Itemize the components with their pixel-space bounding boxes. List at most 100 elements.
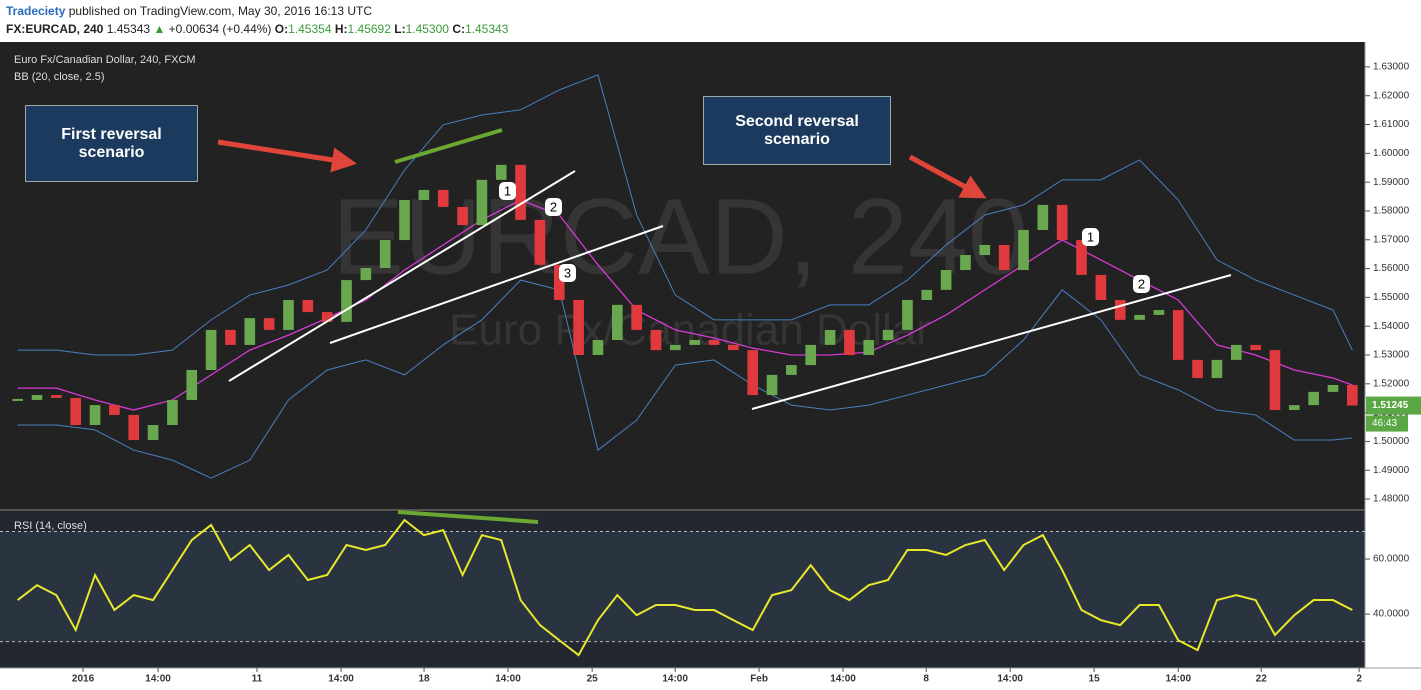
candle <box>31 395 43 400</box>
header: Tradeciety published on TradingView.com,… <box>6 2 508 38</box>
candle <box>147 425 159 440</box>
drawings <box>217 128 1232 524</box>
x-tick-label: 11 <box>252 674 263 685</box>
candle <box>1308 391 1319 406</box>
candle <box>437 189 449 207</box>
countdown-bg <box>1366 415 1408 432</box>
candle <box>650 329 662 351</box>
ohlc-label: H: <box>334 22 348 36</box>
y-tick-label: 1.60000 <box>1373 148 1410 159</box>
x-tick-label: 14:00 <box>830 674 856 685</box>
annotation-box: First reversal scenario <box>25 105 198 182</box>
x-tick-label: 18 <box>419 674 431 685</box>
candle <box>515 164 526 220</box>
publisher[interactable]: Tradeciety <box>6 4 66 18</box>
candle <box>863 340 875 355</box>
y-tick-label: 1.62000 <box>1373 90 1410 101</box>
candle <box>128 414 140 440</box>
price-tag <box>1366 396 1421 415</box>
marker: 2 <box>1138 276 1145 291</box>
candle <box>341 280 352 322</box>
y-tick-label: 1.49000 <box>1373 465 1410 476</box>
candle <box>670 344 681 351</box>
ohlc-label: L: <box>394 22 406 36</box>
candle <box>89 405 101 426</box>
candle <box>573 299 584 355</box>
candle <box>1347 384 1358 406</box>
candle <box>283 299 294 330</box>
candle <box>805 344 817 366</box>
candle <box>1327 384 1339 392</box>
candle <box>728 344 739 351</box>
x-tick-label: 22 <box>1256 674 1268 685</box>
marker-bg <box>1082 228 1099 246</box>
last: 1.45343 <box>106 22 151 36</box>
candle <box>1230 344 1242 360</box>
x-tick-label: 25 <box>587 674 599 685</box>
y-tick-label: 1.59000 <box>1373 177 1410 188</box>
rsi-band <box>0 531 1365 642</box>
trend-line <box>329 225 664 344</box>
trend-line <box>751 274 1232 410</box>
y-tick-label: 1.55000 <box>1373 292 1410 303</box>
candle <box>1288 405 1300 411</box>
header-line: FX:EURCAD, 240 1.45343 ▲ +0.00634 (+0.44… <box>6 20 508 38</box>
x-tick-label: 14:00 <box>662 674 688 685</box>
candle <box>225 329 236 345</box>
candle <box>1269 350 1281 411</box>
rsi-title: RSI (14, close) <box>14 520 87 532</box>
price-tag-label: 1.51245 <box>1372 400 1409 411</box>
ohlc-label: C: <box>452 22 465 36</box>
divergence-line <box>394 128 503 164</box>
candle <box>592 340 604 355</box>
x-tick-label: 14:00 <box>495 674 521 685</box>
published: published on TradingView.com, May 30, 20… <box>68 4 373 18</box>
x-tick-label: 2016 <box>72 674 95 685</box>
candle <box>882 329 894 341</box>
y-tick-label: 1.53000 <box>1373 350 1410 361</box>
marker: 3 <box>564 265 571 280</box>
y-tick-label: 1.58000 <box>1373 206 1410 217</box>
rsi-line <box>17 518 1353 657</box>
y-tick-label: 1.63000 <box>1373 62 1410 73</box>
x-tick-label: 14:00 <box>997 674 1023 685</box>
candle <box>205 329 217 370</box>
candle <box>1192 359 1203 379</box>
pane-title: Euro Fx/Canadian Dollar, 240, FXCM <box>14 54 196 66</box>
candle <box>1095 274 1107 300</box>
candle <box>1037 204 1049 230</box>
y-tick-label: 1.48000 <box>1373 494 1410 505</box>
candle <box>766 374 778 396</box>
candle <box>186 369 198 400</box>
marker: 2 <box>550 199 557 214</box>
y-tick-label: 40.0000 <box>1373 609 1410 620</box>
countdown: 46:43 <box>1372 418 1397 429</box>
candle <box>940 270 952 290</box>
candle <box>979 244 991 256</box>
change: +0.00634 (+0.44%) <box>168 22 272 36</box>
x-tick-label: 8 <box>923 674 929 685</box>
candle <box>844 329 855 355</box>
candle <box>1172 310 1184 360</box>
up-arrow: ▲ <box>153 22 166 36</box>
watermark: EURCAD, 240 <box>332 176 1028 297</box>
candle <box>418 189 430 200</box>
band-upper <box>17 74 1353 356</box>
candle <box>244 318 256 345</box>
data-layer <box>0 74 1365 657</box>
x-tick-label: 14:00 <box>1165 674 1191 685</box>
marker: 1 <box>1087 229 1094 244</box>
candle <box>51 395 62 398</box>
y-tick-label: 1.57000 <box>1373 234 1410 245</box>
candle <box>747 350 759 396</box>
y-tick-label: 1.61000 <box>1373 119 1410 130</box>
arrow <box>217 139 357 173</box>
candle <box>1250 344 1261 351</box>
ohlc: 1.45354 <box>288 22 332 36</box>
candle <box>921 289 933 300</box>
marker-bg <box>559 264 576 282</box>
candle <box>379 240 391 268</box>
trend-line <box>228 170 576 382</box>
divergence-line <box>397 510 539 524</box>
